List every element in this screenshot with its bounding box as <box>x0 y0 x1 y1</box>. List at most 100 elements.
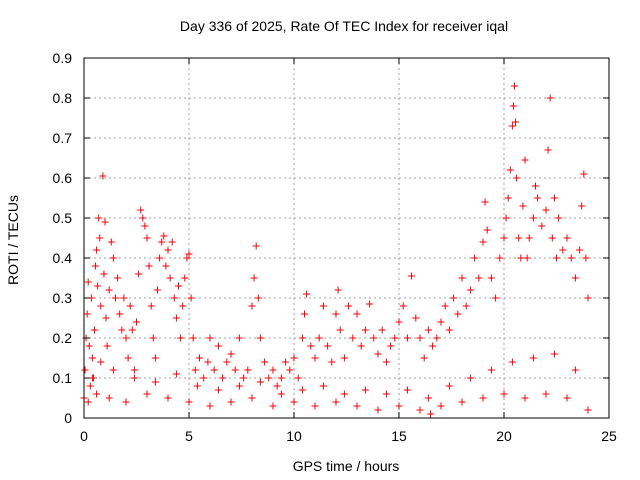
data-point <box>534 194 542 202</box>
data-point <box>511 82 518 90</box>
data-point <box>235 334 243 342</box>
data-point <box>181 274 189 282</box>
data-point <box>466 286 474 294</box>
axis-ticks <box>83 57 610 419</box>
data-point <box>529 354 537 362</box>
data-point <box>319 302 327 310</box>
data-point <box>500 390 508 398</box>
data-point <box>424 394 432 402</box>
data-point <box>546 94 554 102</box>
data-point <box>151 378 159 386</box>
data-point <box>269 366 277 374</box>
data-point <box>496 254 504 262</box>
data-point <box>563 394 571 402</box>
data-point <box>340 390 348 398</box>
data-point <box>563 234 571 242</box>
data-point <box>126 302 134 310</box>
data-point <box>298 386 306 394</box>
data-point <box>124 354 132 362</box>
data-point <box>252 242 260 250</box>
data-point <box>261 358 269 366</box>
data-point <box>336 326 344 334</box>
data-point <box>559 246 567 254</box>
data-point <box>517 254 525 262</box>
data-point <box>219 374 227 382</box>
data-point <box>102 314 110 322</box>
data-point <box>521 156 529 164</box>
data-point <box>93 390 101 398</box>
data-point <box>502 214 510 222</box>
data-point <box>122 334 130 342</box>
data-point <box>112 294 119 302</box>
data-point <box>542 206 550 214</box>
data-point <box>374 406 382 414</box>
data-point <box>450 294 458 302</box>
data-point <box>172 370 180 378</box>
data-point <box>334 286 342 294</box>
data-point <box>133 318 140 326</box>
y-axis-label: ROTI / TECUs <box>5 195 21 285</box>
y-tick-labels: 0 0.1 0.2 0.3 0.4 0.5 0.6 0.7 0.8 0.9 <box>53 50 73 426</box>
data-point <box>206 402 214 410</box>
data-point <box>185 398 193 406</box>
x-tick-label: 20 <box>496 428 512 444</box>
x-tick-labels: 0 5 10 15 20 25 <box>80 428 617 444</box>
data-point <box>361 326 369 334</box>
data-point <box>471 254 479 262</box>
chart-title: Day 336 of 2025, Rate Of TEC Index for r… <box>180 18 508 34</box>
data-point <box>492 294 500 302</box>
data-point <box>269 402 277 410</box>
data-point <box>256 334 264 342</box>
data-point <box>458 274 466 282</box>
data-point <box>332 398 340 406</box>
data-point <box>83 310 91 318</box>
data-point <box>223 358 231 366</box>
data-point <box>93 246 101 254</box>
data-point <box>290 398 298 406</box>
data-point <box>227 398 235 406</box>
data-point <box>462 302 470 310</box>
data-point <box>332 310 340 318</box>
data-point <box>538 222 546 230</box>
data-point <box>353 402 361 410</box>
data-point <box>548 234 556 242</box>
data-point <box>508 358 516 366</box>
data-point <box>353 310 361 318</box>
y-tick-label: 0.2 <box>53 330 73 346</box>
data-point <box>277 374 285 382</box>
data-point <box>403 386 411 394</box>
data-point <box>515 234 523 242</box>
data-point <box>391 334 399 342</box>
data-point <box>366 300 374 308</box>
y-tick-label: 0.5 <box>53 210 73 226</box>
data-point <box>168 238 176 246</box>
data-point <box>141 222 149 230</box>
y-tick-label: 0.9 <box>53 50 73 66</box>
data-point <box>550 350 558 358</box>
data-point <box>555 214 563 222</box>
data-point <box>412 314 420 322</box>
data-point <box>513 174 521 182</box>
data-point <box>94 282 102 290</box>
data-point <box>240 374 248 382</box>
x-tick-label: 25 <box>601 428 617 444</box>
data-point <box>166 274 174 282</box>
data-point <box>149 334 157 342</box>
data-point <box>135 270 143 278</box>
data-point <box>273 382 281 390</box>
data-point <box>345 302 353 310</box>
data-point <box>311 402 319 410</box>
data-point <box>319 382 327 390</box>
data-point <box>311 354 319 362</box>
data-point <box>395 318 403 326</box>
data-point <box>578 202 586 210</box>
y-tick-label: 0.6 <box>53 170 73 186</box>
data-point <box>481 198 489 206</box>
data-point <box>441 302 449 310</box>
data-point <box>294 374 302 382</box>
data-point <box>382 358 390 366</box>
data-point <box>523 254 531 262</box>
x-tick-label: 5 <box>185 428 193 444</box>
data-point <box>532 182 539 190</box>
